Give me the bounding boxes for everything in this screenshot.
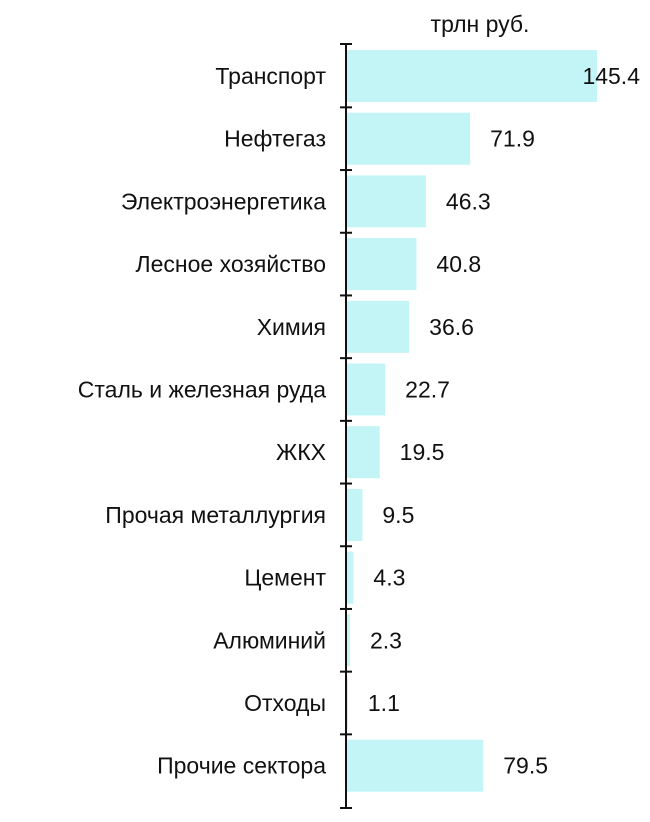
category-label: ЖКХ <box>276 439 326 465</box>
category-label: Цемент <box>244 565 326 591</box>
value-label: 9.5 <box>382 502 414 528</box>
bar <box>346 112 471 165</box>
value-label: 22.7 <box>405 377 450 403</box>
value-label: 40.8 <box>436 251 481 277</box>
bar <box>346 238 417 291</box>
category-label: Нефтегаз <box>224 126 326 152</box>
value-labels-group: 145.4 71.9 46.3 40.8 36.6 22.7 19.5 9.5 4.3 2.3 1.… <box>368 63 640 779</box>
bar <box>346 50 597 102</box>
bar <box>346 426 380 479</box>
value-label: 19.5 <box>400 439 445 465</box>
bar <box>346 551 354 604</box>
category-label: Химия <box>257 314 326 340</box>
category-axis <box>340 43 352 809</box>
bar <box>346 300 410 353</box>
bar <box>346 175 426 228</box>
category-label: Сталь и железная руда <box>78 377 326 403</box>
bar <box>346 739 484 792</box>
category-label: Прочие сектора <box>157 753 326 779</box>
category-labels-group: Транспорт Нефтегаз Электроэнергетика Лесное… <box>78 63 327 779</box>
value-label: 79.5 <box>503 753 548 779</box>
value-label: 71.9 <box>490 126 535 152</box>
unit-label: трлн руб. <box>431 11 530 37</box>
bar <box>346 488 363 541</box>
bar <box>346 614 350 667</box>
category-label: Отходы <box>244 690 326 716</box>
value-label: 46.3 <box>446 188 491 214</box>
category-label: Электроэнергетика <box>121 188 326 214</box>
category-label: Прочая металлургия <box>105 502 326 528</box>
value-label: 4.3 <box>373 565 405 591</box>
value-label: 1.1 <box>368 690 400 716</box>
category-label: Транспорт <box>215 63 326 89</box>
value-label: 2.3 <box>370 627 402 653</box>
bar <box>346 363 386 416</box>
bars-group <box>346 50 597 792</box>
value-label: 36.6 <box>429 314 474 340</box>
category-label: Алюминий <box>213 627 326 653</box>
category-label: Лесное хозяйство <box>136 251 326 277</box>
value-label: 145.4 <box>582 63 640 89</box>
